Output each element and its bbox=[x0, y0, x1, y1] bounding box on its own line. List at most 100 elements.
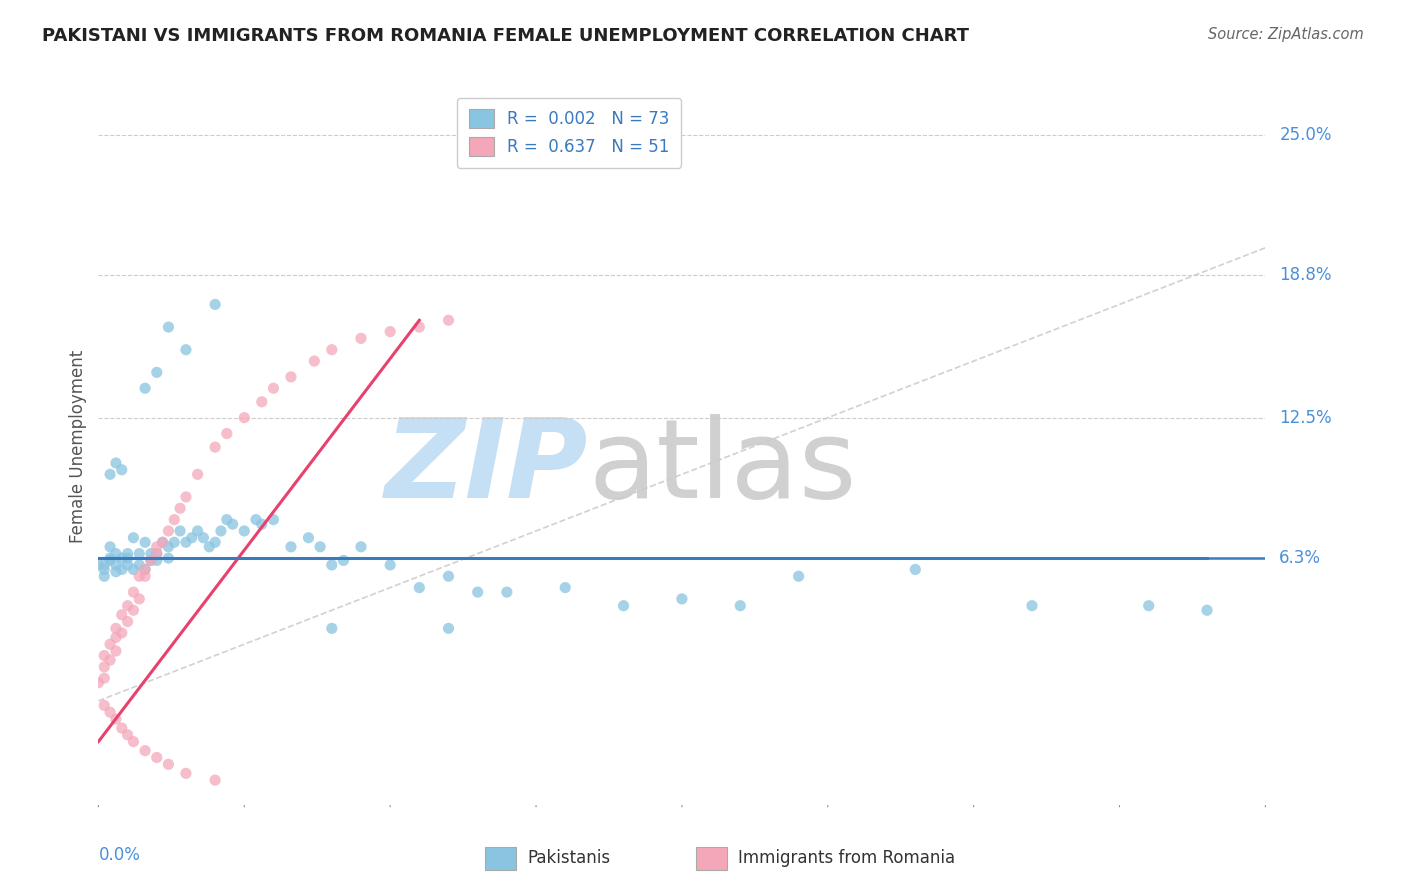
Point bbox=[98, 653, 121, 667]
Point bbox=[221, 517, 243, 532]
Text: atlas: atlas bbox=[589, 414, 858, 521]
Point bbox=[117, 615, 139, 629]
Point bbox=[111, 607, 134, 622]
Point bbox=[787, 569, 810, 583]
Point bbox=[111, 562, 134, 576]
Point bbox=[321, 621, 343, 635]
Point bbox=[280, 540, 302, 554]
Point bbox=[304, 354, 326, 368]
Point bbox=[1137, 599, 1160, 613]
Point bbox=[437, 313, 460, 327]
Point bbox=[187, 467, 209, 482]
Point bbox=[87, 675, 110, 690]
Point bbox=[146, 547, 169, 561]
Point bbox=[157, 551, 180, 566]
Point bbox=[157, 757, 180, 772]
Point bbox=[309, 540, 332, 554]
Point bbox=[93, 660, 115, 674]
Point bbox=[122, 562, 145, 576]
Point bbox=[671, 591, 693, 606]
Point bbox=[128, 569, 150, 583]
Point bbox=[209, 524, 232, 538]
Point bbox=[350, 540, 373, 554]
Point bbox=[104, 456, 127, 470]
Point bbox=[146, 547, 169, 561]
Point bbox=[146, 750, 169, 764]
Point bbox=[157, 540, 180, 554]
Point bbox=[233, 524, 256, 538]
Point bbox=[198, 540, 221, 554]
Point bbox=[139, 547, 162, 561]
Point bbox=[174, 535, 197, 549]
Text: 6.3%: 6.3% bbox=[1279, 549, 1322, 567]
Point bbox=[169, 524, 191, 538]
Point bbox=[117, 728, 139, 742]
Point bbox=[134, 744, 156, 758]
Point bbox=[104, 631, 127, 645]
Point bbox=[332, 553, 354, 567]
Text: 25.0%: 25.0% bbox=[1279, 126, 1331, 144]
Point bbox=[204, 297, 226, 311]
Point bbox=[104, 547, 127, 561]
Point bbox=[93, 648, 115, 663]
Point bbox=[437, 569, 460, 583]
Point bbox=[297, 531, 319, 545]
Point bbox=[245, 513, 267, 527]
Text: ZIP: ZIP bbox=[385, 414, 589, 521]
Point bbox=[163, 513, 186, 527]
Point bbox=[174, 490, 197, 504]
Point bbox=[104, 621, 127, 635]
Point bbox=[98, 637, 121, 651]
Point bbox=[122, 734, 145, 748]
Point bbox=[467, 585, 489, 599]
Point bbox=[233, 410, 256, 425]
Point bbox=[93, 698, 115, 713]
Point bbox=[250, 517, 273, 532]
Point bbox=[215, 513, 238, 527]
Point bbox=[111, 721, 134, 735]
Text: Pakistanis: Pakistanis bbox=[527, 849, 610, 867]
Point bbox=[128, 547, 150, 561]
Point bbox=[117, 551, 139, 566]
Point bbox=[378, 325, 402, 339]
Point bbox=[111, 626, 134, 640]
Point bbox=[93, 569, 115, 583]
Point bbox=[122, 585, 145, 599]
Point bbox=[437, 621, 460, 635]
Point bbox=[87, 558, 110, 572]
Point bbox=[350, 331, 373, 345]
Point bbox=[98, 705, 121, 719]
Point bbox=[204, 535, 226, 549]
Point bbox=[1021, 599, 1043, 613]
Point bbox=[117, 599, 139, 613]
Point bbox=[163, 535, 186, 549]
Point bbox=[93, 562, 115, 576]
Point bbox=[146, 553, 169, 567]
Point bbox=[180, 531, 202, 545]
Point bbox=[554, 581, 576, 595]
Point bbox=[157, 524, 180, 538]
Point bbox=[117, 547, 139, 561]
Point bbox=[98, 553, 121, 567]
Point bbox=[280, 370, 302, 384]
Point bbox=[122, 603, 145, 617]
Point bbox=[728, 599, 751, 613]
Point bbox=[128, 591, 150, 606]
Point bbox=[111, 551, 134, 566]
Point bbox=[1195, 603, 1218, 617]
Point bbox=[134, 569, 156, 583]
Point bbox=[111, 463, 134, 477]
Point bbox=[134, 381, 156, 395]
Point bbox=[98, 467, 121, 482]
Point bbox=[128, 558, 150, 572]
Point bbox=[104, 565, 127, 579]
Point bbox=[104, 644, 127, 658]
Text: 18.8%: 18.8% bbox=[1279, 266, 1331, 284]
Point bbox=[157, 320, 180, 334]
Point bbox=[321, 343, 343, 357]
Point bbox=[93, 558, 115, 572]
Point bbox=[204, 773, 226, 788]
Point bbox=[408, 320, 430, 334]
Text: 0.0%: 0.0% bbox=[98, 846, 141, 863]
Point bbox=[139, 553, 162, 567]
